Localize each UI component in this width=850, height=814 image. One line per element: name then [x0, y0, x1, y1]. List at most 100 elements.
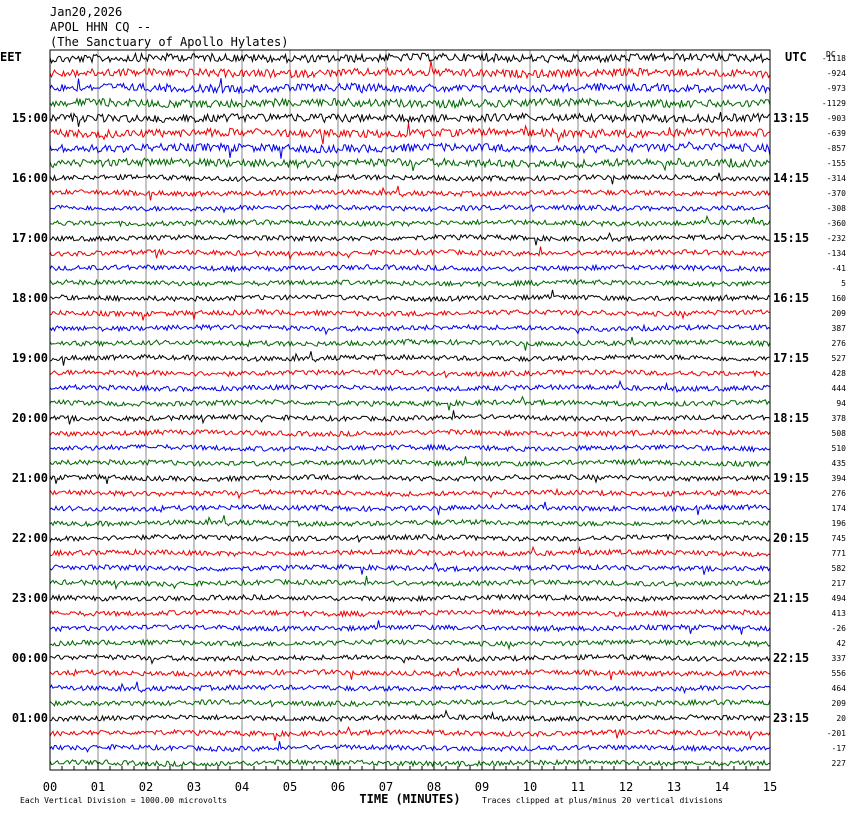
right-time-label: 19:15 — [773, 471, 809, 485]
dc-offset: 527 — [832, 354, 847, 363]
footer-right: Traces clipped at plus/minus 20 vertical… — [482, 796, 723, 805]
dc-offset: 209 — [832, 699, 847, 708]
seismic-trace — [49, 575, 771, 591]
dc-offset: 494 — [832, 594, 847, 603]
right-time-label: 16:15 — [773, 291, 809, 305]
dc-offset: 276 — [832, 489, 847, 498]
right-label: UTC — [785, 50, 807, 64]
left-time-label: 20:00 — [12, 411, 48, 425]
dc-offset: -17 — [832, 744, 847, 753]
dc-offset: 413 — [832, 609, 847, 618]
seismic-trace — [49, 60, 771, 80]
seismic-trace — [49, 123, 771, 145]
right-time-label: 18:15 — [773, 411, 809, 425]
seismic-trace — [49, 561, 771, 575]
dc-offset: 94 — [836, 399, 846, 408]
left-time-label: 01:00 — [12, 711, 48, 725]
seismic-trace — [49, 289, 771, 303]
seismic-trace — [49, 96, 771, 110]
x-tick-label: 03 — [187, 780, 201, 794]
x-axis-label: TIME (MINUTES) — [359, 792, 460, 806]
seismic-trace — [49, 667, 771, 681]
x-tick-label: 10 — [523, 780, 537, 794]
seismic-trace — [49, 428, 771, 438]
seismic-trace — [49, 473, 771, 485]
dc-offset: -232 — [827, 234, 846, 243]
dc-offset: -639 — [827, 129, 846, 138]
dc-offset: 745 — [832, 534, 847, 543]
dc-offset: 209 — [832, 309, 847, 318]
dc-offset: 174 — [832, 504, 847, 513]
dc-offset: -973 — [827, 84, 846, 93]
x-tick-label: 01 — [91, 780, 105, 794]
x-tick-label: 00 — [43, 780, 57, 794]
seismic-trace — [49, 78, 771, 95]
dc-offset: 394 — [832, 474, 847, 483]
seismic-trace — [49, 533, 771, 544]
dc-offset: -370 — [827, 189, 846, 198]
dc-offset: -155 — [827, 159, 846, 168]
seismic-trace — [49, 758, 771, 768]
dc-offset: -201 — [827, 729, 846, 738]
x-tick-label: 05 — [283, 780, 297, 794]
left-time-label: 00:00 — [12, 651, 48, 665]
dc-offset: 510 — [832, 444, 847, 453]
dc-offset: -41 — [832, 264, 847, 273]
seismic-trace — [49, 351, 771, 366]
seismic-trace — [49, 308, 771, 321]
dc-offset: 508 — [832, 429, 847, 438]
dc-offset: -903 — [827, 114, 846, 123]
seismic-trace — [49, 698, 771, 708]
x-tick-label: 15 — [763, 780, 777, 794]
x-tick-label: 04 — [235, 780, 249, 794]
seismic-trace — [49, 653, 771, 665]
seismic-trace — [49, 214, 771, 228]
left-time-label: 19:00 — [12, 351, 48, 365]
right-time-label: 20:15 — [773, 531, 809, 545]
dc-offset: 337 — [832, 654, 847, 663]
dc-offset: 5 — [841, 279, 846, 288]
x-tick-label: 11 — [571, 780, 585, 794]
dc-offset: -924 — [827, 69, 846, 78]
right-time-label: 15:15 — [773, 231, 809, 245]
dc-offset: 464 — [832, 684, 847, 693]
seismic-trace — [49, 263, 771, 273]
dc-offset: 428 — [832, 369, 847, 378]
dc-offset: 378 — [832, 414, 847, 423]
dc-offset: 556 — [832, 669, 847, 678]
x-tick-label: 14 — [715, 780, 729, 794]
seismic-trace — [49, 395, 771, 411]
left-time-label: 22:00 — [12, 531, 48, 545]
seismic-trace — [49, 443, 771, 453]
dc-offset: 160 — [832, 294, 847, 303]
x-tick-label: 02 — [139, 780, 153, 794]
dc-offset: 444 — [832, 384, 847, 393]
x-tick-label: 12 — [619, 780, 633, 794]
left-label: EET — [0, 50, 22, 64]
seismic-trace — [49, 246, 771, 261]
seismic-trace — [49, 203, 771, 214]
left-time-label: 23:00 — [12, 591, 48, 605]
dc-offset: -314 — [827, 174, 846, 183]
dc-offset: 42 — [836, 639, 846, 648]
dc-offset: 582 — [832, 564, 847, 573]
dc-offset: -857 — [827, 144, 846, 153]
right-time-label: 13:15 — [773, 111, 809, 125]
seismic-trace — [49, 323, 771, 336]
seismic-trace — [49, 231, 770, 246]
seismic-trace — [49, 410, 771, 425]
dc-offset: -134 — [827, 249, 846, 258]
seismic-trace — [49, 515, 771, 528]
right-time-label: 23:15 — [773, 711, 809, 725]
dc-offset: -308 — [827, 204, 846, 213]
dc-label: DC — [826, 50, 836, 59]
seismic-trace — [49, 487, 771, 500]
dc-offset: 435 — [832, 459, 847, 468]
right-time-label: 17:15 — [773, 351, 809, 365]
dc-offset: -1129 — [822, 99, 846, 108]
seismic-trace — [49, 379, 771, 394]
seismic-trace — [50, 709, 771, 723]
seismic-trace — [49, 51, 771, 65]
left-time-label: 18:00 — [12, 291, 48, 305]
dc-offset: -1118 — [822, 54, 846, 63]
